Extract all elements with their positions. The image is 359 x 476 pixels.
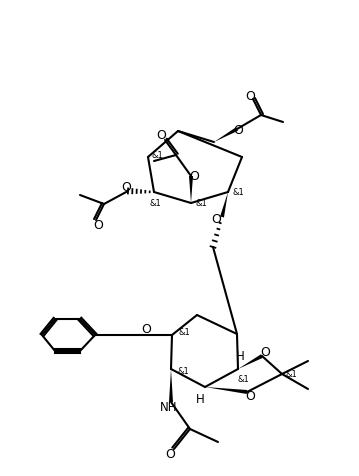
Polygon shape xyxy=(220,193,228,218)
Text: O: O xyxy=(141,323,151,336)
Text: &1: &1 xyxy=(285,370,297,379)
Text: O: O xyxy=(156,129,166,142)
Text: &1: &1 xyxy=(177,367,189,376)
Text: O: O xyxy=(233,124,243,137)
Text: &1: &1 xyxy=(178,328,190,337)
Text: O: O xyxy=(260,346,270,359)
Text: NH: NH xyxy=(160,401,178,414)
Text: H: H xyxy=(236,350,244,363)
Text: &1: &1 xyxy=(237,375,249,384)
Text: O: O xyxy=(121,181,131,194)
Polygon shape xyxy=(238,355,263,369)
Polygon shape xyxy=(169,369,173,402)
Polygon shape xyxy=(189,177,193,204)
Text: O: O xyxy=(189,170,199,183)
Text: &1: &1 xyxy=(151,151,163,160)
Text: H: H xyxy=(196,393,204,406)
Polygon shape xyxy=(205,387,247,394)
Text: O: O xyxy=(165,447,175,461)
Text: O: O xyxy=(211,213,221,226)
Text: O: O xyxy=(93,219,103,232)
Text: O: O xyxy=(245,390,255,403)
Text: &1: &1 xyxy=(195,199,207,208)
Text: &1: &1 xyxy=(232,188,244,197)
Polygon shape xyxy=(214,128,238,143)
Text: O: O xyxy=(245,89,255,102)
Text: &1: &1 xyxy=(149,199,161,208)
